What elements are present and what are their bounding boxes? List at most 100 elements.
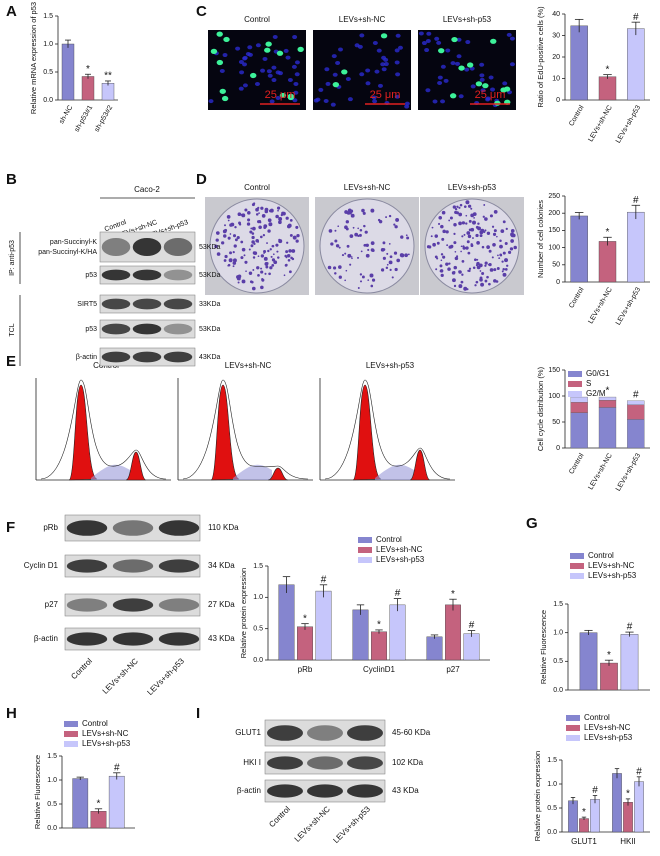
significance: * (451, 589, 455, 600)
colony (380, 248, 385, 252)
colony (251, 286, 256, 291)
colony (244, 260, 248, 264)
colony (365, 243, 369, 247)
colony (463, 233, 466, 236)
nucleus (395, 33, 401, 38)
edu-cell (451, 36, 458, 43)
colony (510, 229, 515, 233)
nucleus (331, 54, 337, 59)
colony (285, 263, 288, 267)
nucleus (365, 81, 371, 86)
nucleus (271, 78, 277, 83)
nucleus (294, 72, 300, 77)
colony (252, 226, 256, 231)
colony (260, 206, 264, 210)
edu-cell (380, 33, 388, 39)
nucleus (283, 48, 289, 53)
bar (61, 43, 75, 101)
panel-letter: A (6, 3, 17, 20)
colony (257, 274, 260, 277)
bar-segment (598, 400, 617, 408)
colony (262, 234, 266, 237)
y-tick-label: 1.0 (253, 594, 263, 601)
nucleus (424, 48, 430, 53)
colony (458, 270, 461, 273)
edu-cell (449, 93, 457, 99)
colony (232, 265, 235, 268)
colony (499, 239, 502, 242)
colony (291, 249, 296, 253)
colony (465, 214, 468, 217)
colony (462, 245, 465, 248)
colony (441, 210, 446, 215)
bar (634, 781, 644, 833)
colony (248, 271, 253, 275)
nucleus (434, 36, 440, 41)
colony (458, 221, 462, 226)
y-tick-label: 1.0 (553, 630, 563, 637)
colony (448, 245, 452, 249)
colony (504, 258, 509, 263)
colony (467, 234, 472, 239)
colony (470, 227, 475, 232)
colony (468, 219, 472, 223)
colony (271, 258, 276, 262)
nucleus (502, 81, 508, 86)
bar (627, 28, 645, 101)
x-tick-label: LEVs+sh-NC (587, 452, 613, 491)
colony (385, 266, 389, 270)
legend-swatch (358, 547, 372, 553)
bar (612, 773, 622, 833)
colony (258, 225, 262, 230)
edu-cell (332, 82, 340, 88)
colony (458, 206, 461, 209)
scale-label: 25 μm (370, 89, 401, 101)
edu-cell (287, 94, 295, 101)
colony (277, 209, 279, 212)
significance: * (303, 613, 307, 624)
colony (345, 269, 348, 272)
dish (209, 198, 305, 294)
colony (486, 245, 490, 249)
legend-swatch (570, 563, 584, 569)
colony (509, 247, 514, 251)
colony (341, 254, 345, 257)
bar (623, 802, 633, 833)
size-label: 53KDa (199, 326, 221, 333)
colony (435, 268, 438, 271)
colony (261, 278, 265, 282)
colony (364, 230, 368, 234)
nucleus (323, 99, 329, 104)
bar (81, 76, 95, 101)
bar (579, 632, 598, 691)
row-label: HKI I (243, 758, 261, 767)
significance: * (582, 807, 586, 818)
y-tick-label: 40 (552, 11, 560, 18)
colony (452, 205, 457, 209)
nucleus (383, 57, 389, 62)
colony (428, 245, 432, 249)
lane-label: LEVs+sh-p53 (331, 804, 372, 845)
lane-label: Control (69, 656, 94, 681)
colony (371, 248, 375, 252)
blot-band (66, 598, 108, 612)
nucleus (404, 101, 410, 106)
nucleus (374, 69, 380, 74)
colony (236, 236, 240, 240)
nucleus (318, 87, 324, 92)
colony (247, 218, 251, 222)
colony (250, 244, 254, 248)
colony (338, 246, 341, 249)
colony (407, 253, 410, 256)
colony (251, 232, 255, 235)
nucleus (425, 88, 431, 93)
size-label: 33KDa (199, 301, 221, 308)
size-label: 43 KDa (208, 634, 235, 643)
significance: * (626, 789, 630, 800)
colony (461, 221, 466, 225)
nucleus (509, 62, 515, 67)
cell-line: Caco-2 (134, 185, 160, 194)
colony (448, 219, 451, 222)
colony (271, 264, 275, 267)
